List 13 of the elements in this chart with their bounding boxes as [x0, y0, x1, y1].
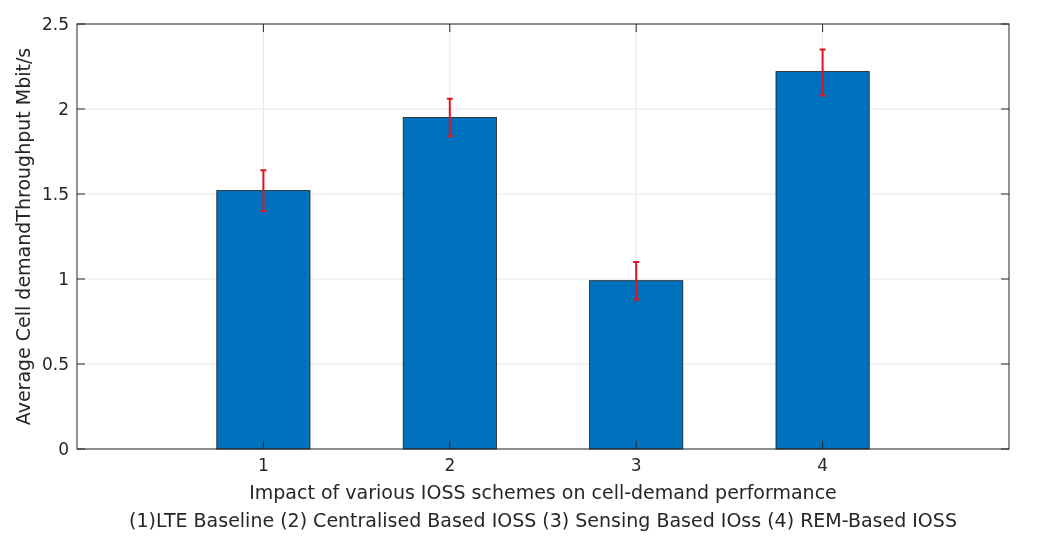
- x-tick-label: 4: [817, 455, 829, 475]
- y-tick-label: 1.5: [41, 183, 69, 204]
- y-tick-label: 0.5: [41, 353, 69, 374]
- x-axis-title: Impact of various IOSS schemes on cell-demand performance: [249, 481, 837, 503]
- x-tick-label: 3: [630, 455, 642, 475]
- y-tick-label: 0: [58, 438, 69, 459]
- x-tick-label: 1: [257, 455, 269, 475]
- y-axis-title: Average Cell demandThroughput Mbit/s: [12, 47, 34, 426]
- y-tick-label: 1: [58, 268, 69, 289]
- y-tick-label: 2: [58, 98, 69, 119]
- y-tick-label: 2.5: [41, 13, 69, 34]
- x-tick-label: 2: [444, 455, 456, 475]
- text: (1)LTE Baseline (2) Centralised Based IOSS (3) Sensing Based IOss (4) REM-Based IOSS: [129, 509, 957, 531]
